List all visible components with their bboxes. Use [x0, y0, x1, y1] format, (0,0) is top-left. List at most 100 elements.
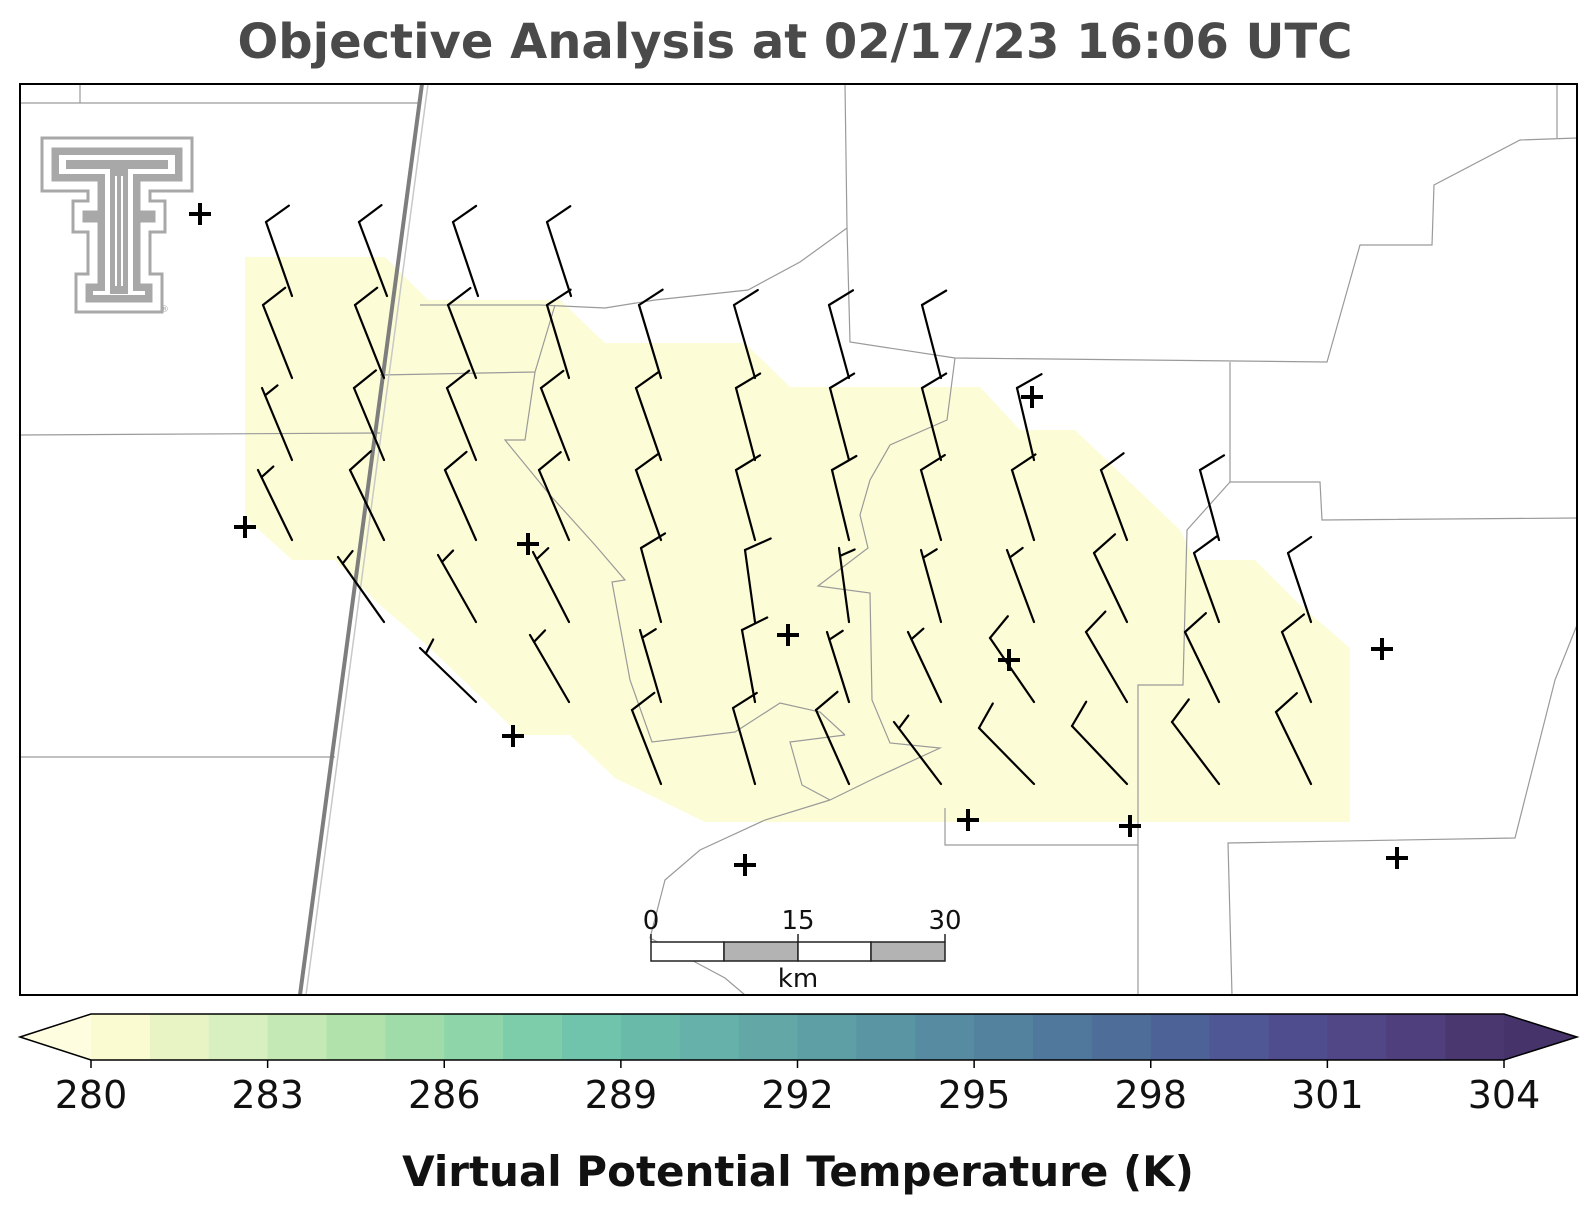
wind-barb: [732, 288, 759, 380]
colorbar-cell: [208, 1014, 269, 1060]
wind-barb: [827, 289, 855, 380]
scale-segment: [650, 941, 725, 962]
wind-barb: [531, 547, 571, 624]
station-marker: [957, 809, 979, 831]
colorbar-over-triangle: [1504, 1014, 1577, 1060]
wind-barb: [639, 532, 667, 624]
wind-barb: [634, 452, 663, 542]
wind-barb: [634, 370, 663, 462]
wind-barb: [256, 465, 294, 542]
wind-barb: [352, 369, 386, 462]
wind-barb: [731, 691, 758, 786]
colorbar-tick-label: 289: [585, 1073, 658, 1117]
colorbar-cell: [1445, 1014, 1505, 1060]
wind-barb: [734, 372, 762, 462]
wind-barb: [630, 691, 663, 786]
wind-barb: [443, 450, 478, 542]
wind-barb: [919, 548, 943, 624]
colorbar-cell: [974, 1014, 1034, 1060]
colorbar-tick-label: 301: [1291, 1073, 1364, 1117]
wind-barb: [814, 690, 851, 786]
colorbar-cell: [1091, 1014, 1152, 1060]
wind-barb: [825, 629, 851, 704]
wind-barb: [1015, 373, 1043, 462]
wind-barb: [837, 546, 856, 624]
wind-barb: [919, 453, 946, 542]
wind-barb: [920, 289, 948, 380]
scale-segment: [797, 941, 872, 962]
station-marker: [517, 533, 539, 555]
wind-barb: [1183, 612, 1221, 704]
wind-barb: [357, 204, 389, 298]
colorbar-cell: [1268, 1014, 1328, 1060]
colorbar-tick-label: 283: [231, 1073, 304, 1117]
colorbar-cell: [738, 1014, 799, 1060]
station-marker: [234, 516, 256, 538]
wind-barb: [1010, 453, 1037, 542]
wind-barb: [743, 537, 772, 624]
colorbar-tick-label: 298: [1114, 1073, 1187, 1117]
wind-barb: [1274, 692, 1313, 786]
colorbar-cell: [91, 1014, 151, 1060]
svg-text:®: ®: [160, 305, 169, 315]
station-markers: [189, 203, 1408, 876]
scale-bar: 0 15 30 km: [643, 906, 962, 994]
colorbar-cell: [679, 1014, 740, 1060]
wind-barb: [740, 616, 769, 704]
colorbar-tick-label: 295: [938, 1073, 1011, 1117]
wind-barb: [451, 204, 480, 298]
wind-barb: [637, 288, 664, 380]
scale-unit: km: [778, 964, 818, 994]
wind-barb: [906, 627, 943, 704]
colorbar-cell: [385, 1014, 445, 1060]
wind-barb: [1099, 452, 1129, 542]
wind-barb: [353, 286, 386, 380]
wind-barb: [545, 288, 572, 380]
wind-barb: [1170, 698, 1221, 786]
county-boundaries: [19, 83, 1578, 996]
colorbar-cell: [1033, 1014, 1093, 1060]
scale-label-0: 0: [643, 906, 660, 936]
colorbar-cell: [503, 1014, 563, 1060]
colorbar-cell: [856, 1014, 916, 1060]
wind-barb: [977, 702, 1036, 786]
colorbar-tick-label: 280: [55, 1073, 128, 1117]
wind-barb: [1198, 454, 1226, 542]
wind-barb: [336, 549, 386, 624]
colorbar-cell: [444, 1014, 504, 1060]
wind-barb: [892, 714, 943, 786]
wind-barb: [828, 372, 856, 462]
wind-barb: [734, 454, 762, 542]
wind-barb: [539, 369, 571, 462]
wind-barb: [638, 628, 663, 704]
map-frame: [19, 83, 1578, 996]
station-marker: [777, 624, 799, 646]
wind-barbs: [256, 204, 1313, 786]
colorbar-tick-label: 304: [1468, 1073, 1541, 1117]
wind-barb: [264, 204, 294, 298]
wind-barb: [1005, 546, 1036, 624]
wind-barb: [260, 384, 294, 462]
wind-barb: [537, 451, 571, 542]
colorbar: 280 283 286 289 292 295 298 301 304 Virtual Pote…: [17, 1013, 1580, 1196]
colorbar-cell: [915, 1014, 975, 1060]
wind-barb: [1092, 533, 1129, 624]
map-panel: ® 0 15 30 km: [19, 83, 1578, 996]
wind-barb: [988, 615, 1036, 704]
wind-barb: [545, 205, 573, 298]
wind-barb: [445, 369, 478, 462]
station-marker: [1371, 638, 1393, 660]
wind-barb: [418, 638, 478, 704]
vpt-shaded-region: [245, 257, 1350, 822]
wind-barb: [1192, 535, 1221, 624]
figure-title: Objective Analysis at 02/17/23 16:06 UTC: [238, 14, 1353, 70]
colorbar-cells: [91, 1014, 1505, 1060]
wind-barb: [920, 372, 948, 462]
colorbar-ticks: 280 283 286 289 292 295 298 301 304: [55, 1060, 1541, 1117]
wind-barb: [446, 286, 478, 380]
colorbar-cell: [1327, 1014, 1387, 1060]
wind-barb: [1280, 613, 1313, 704]
colorbar-tick-label: 292: [761, 1073, 834, 1117]
texas-tech-logo: ®: [40, 136, 194, 315]
